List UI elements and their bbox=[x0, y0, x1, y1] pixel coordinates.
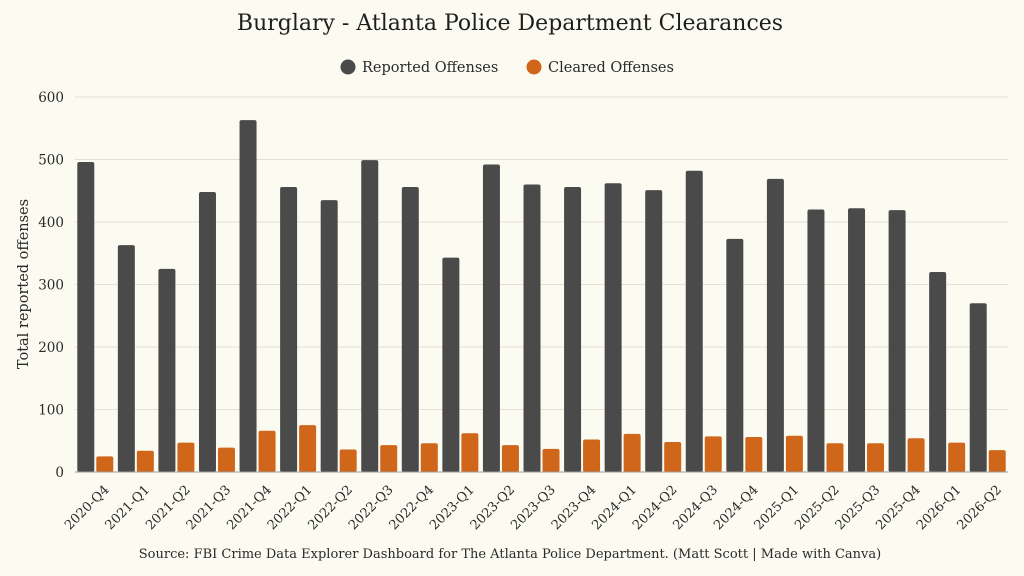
bar-reported bbox=[239, 120, 257, 472]
bar-reported bbox=[280, 187, 298, 472]
bar-reported bbox=[969, 303, 987, 472]
bar-reported bbox=[320, 200, 338, 472]
y-tick-label: 600 bbox=[38, 90, 64, 106]
bar-cleared bbox=[583, 439, 601, 472]
bar-cleared bbox=[339, 449, 357, 472]
bars bbox=[77, 120, 1006, 472]
legend: Reported Offenses Cleared Offenses bbox=[340, 59, 674, 76]
bar-reported bbox=[766, 178, 784, 472]
bar-cleared bbox=[785, 435, 803, 472]
bar-reported bbox=[442, 257, 460, 472]
y-tick-label: 400 bbox=[38, 215, 64, 231]
bar-cleared bbox=[745, 437, 763, 472]
bar-cleared bbox=[136, 450, 154, 472]
bar-reported bbox=[645, 190, 663, 472]
bar-reported bbox=[604, 183, 622, 472]
x-axis-ticks: 2020-Q42021-Q12021-Q22021-Q32021-Q42022-… bbox=[62, 483, 1005, 533]
bar-cleared bbox=[299, 425, 317, 472]
bar-reported bbox=[726, 238, 744, 472]
bar-cleared bbox=[542, 448, 560, 472]
legend-label-reported: Reported Offenses bbox=[362, 60, 498, 76]
y-tick-label: 100 bbox=[38, 403, 64, 419]
bar-reported bbox=[888, 210, 906, 472]
bar-cleared bbox=[948, 442, 966, 472]
bar-reported bbox=[117, 245, 135, 472]
bar-cleared bbox=[420, 443, 438, 472]
bar-reported bbox=[523, 184, 541, 472]
bar-cleared bbox=[380, 445, 398, 472]
legend-swatch-cleared bbox=[526, 59, 542, 75]
chart-title: Burglary - Atlanta Police Department Cle… bbox=[237, 11, 783, 36]
bar-cleared bbox=[907, 438, 925, 472]
y-tick-label: 0 bbox=[55, 465, 64, 481]
legend-label-cleared: Cleared Offenses bbox=[548, 60, 674, 76]
bar-reported bbox=[564, 187, 582, 472]
bar-cleared bbox=[177, 442, 195, 472]
bar-reported bbox=[158, 268, 176, 472]
bar-cleared bbox=[461, 433, 479, 472]
bar-cleared bbox=[664, 442, 682, 472]
bar-cleared bbox=[988, 450, 1006, 472]
bar-reported bbox=[198, 192, 216, 472]
y-axis-ticks: 0 100 200 300 400 500 600 bbox=[38, 90, 64, 481]
bar-reported bbox=[401, 187, 419, 472]
bar-cleared bbox=[623, 433, 641, 472]
y-tick-label: 200 bbox=[38, 340, 64, 356]
bar-cleared bbox=[217, 447, 235, 472]
bar-cleared bbox=[96, 456, 114, 472]
bar-reported bbox=[807, 209, 825, 472]
legend-swatch-reported bbox=[340, 59, 356, 75]
bar-reported bbox=[482, 164, 500, 472]
bar-reported bbox=[77, 162, 95, 472]
bar-cleared bbox=[826, 443, 844, 472]
bar-cleared bbox=[501, 445, 519, 472]
bar-reported bbox=[929, 272, 947, 472]
bar-reported bbox=[685, 170, 703, 472]
bar-cleared bbox=[704, 436, 722, 472]
bar-cleared bbox=[258, 430, 276, 472]
source-note: Source: FBI Crime Data Explorer Dashboar… bbox=[139, 547, 881, 562]
y-tick-label: 500 bbox=[38, 153, 64, 169]
x-tick-label: 2026-Q2 bbox=[954, 483, 1004, 533]
y-axis-label: Total reported offenses bbox=[16, 199, 32, 369]
bar-cleared bbox=[867, 443, 885, 472]
bar-reported bbox=[848, 208, 866, 472]
bar-reported bbox=[361, 160, 379, 472]
y-tick-label: 300 bbox=[38, 278, 64, 294]
